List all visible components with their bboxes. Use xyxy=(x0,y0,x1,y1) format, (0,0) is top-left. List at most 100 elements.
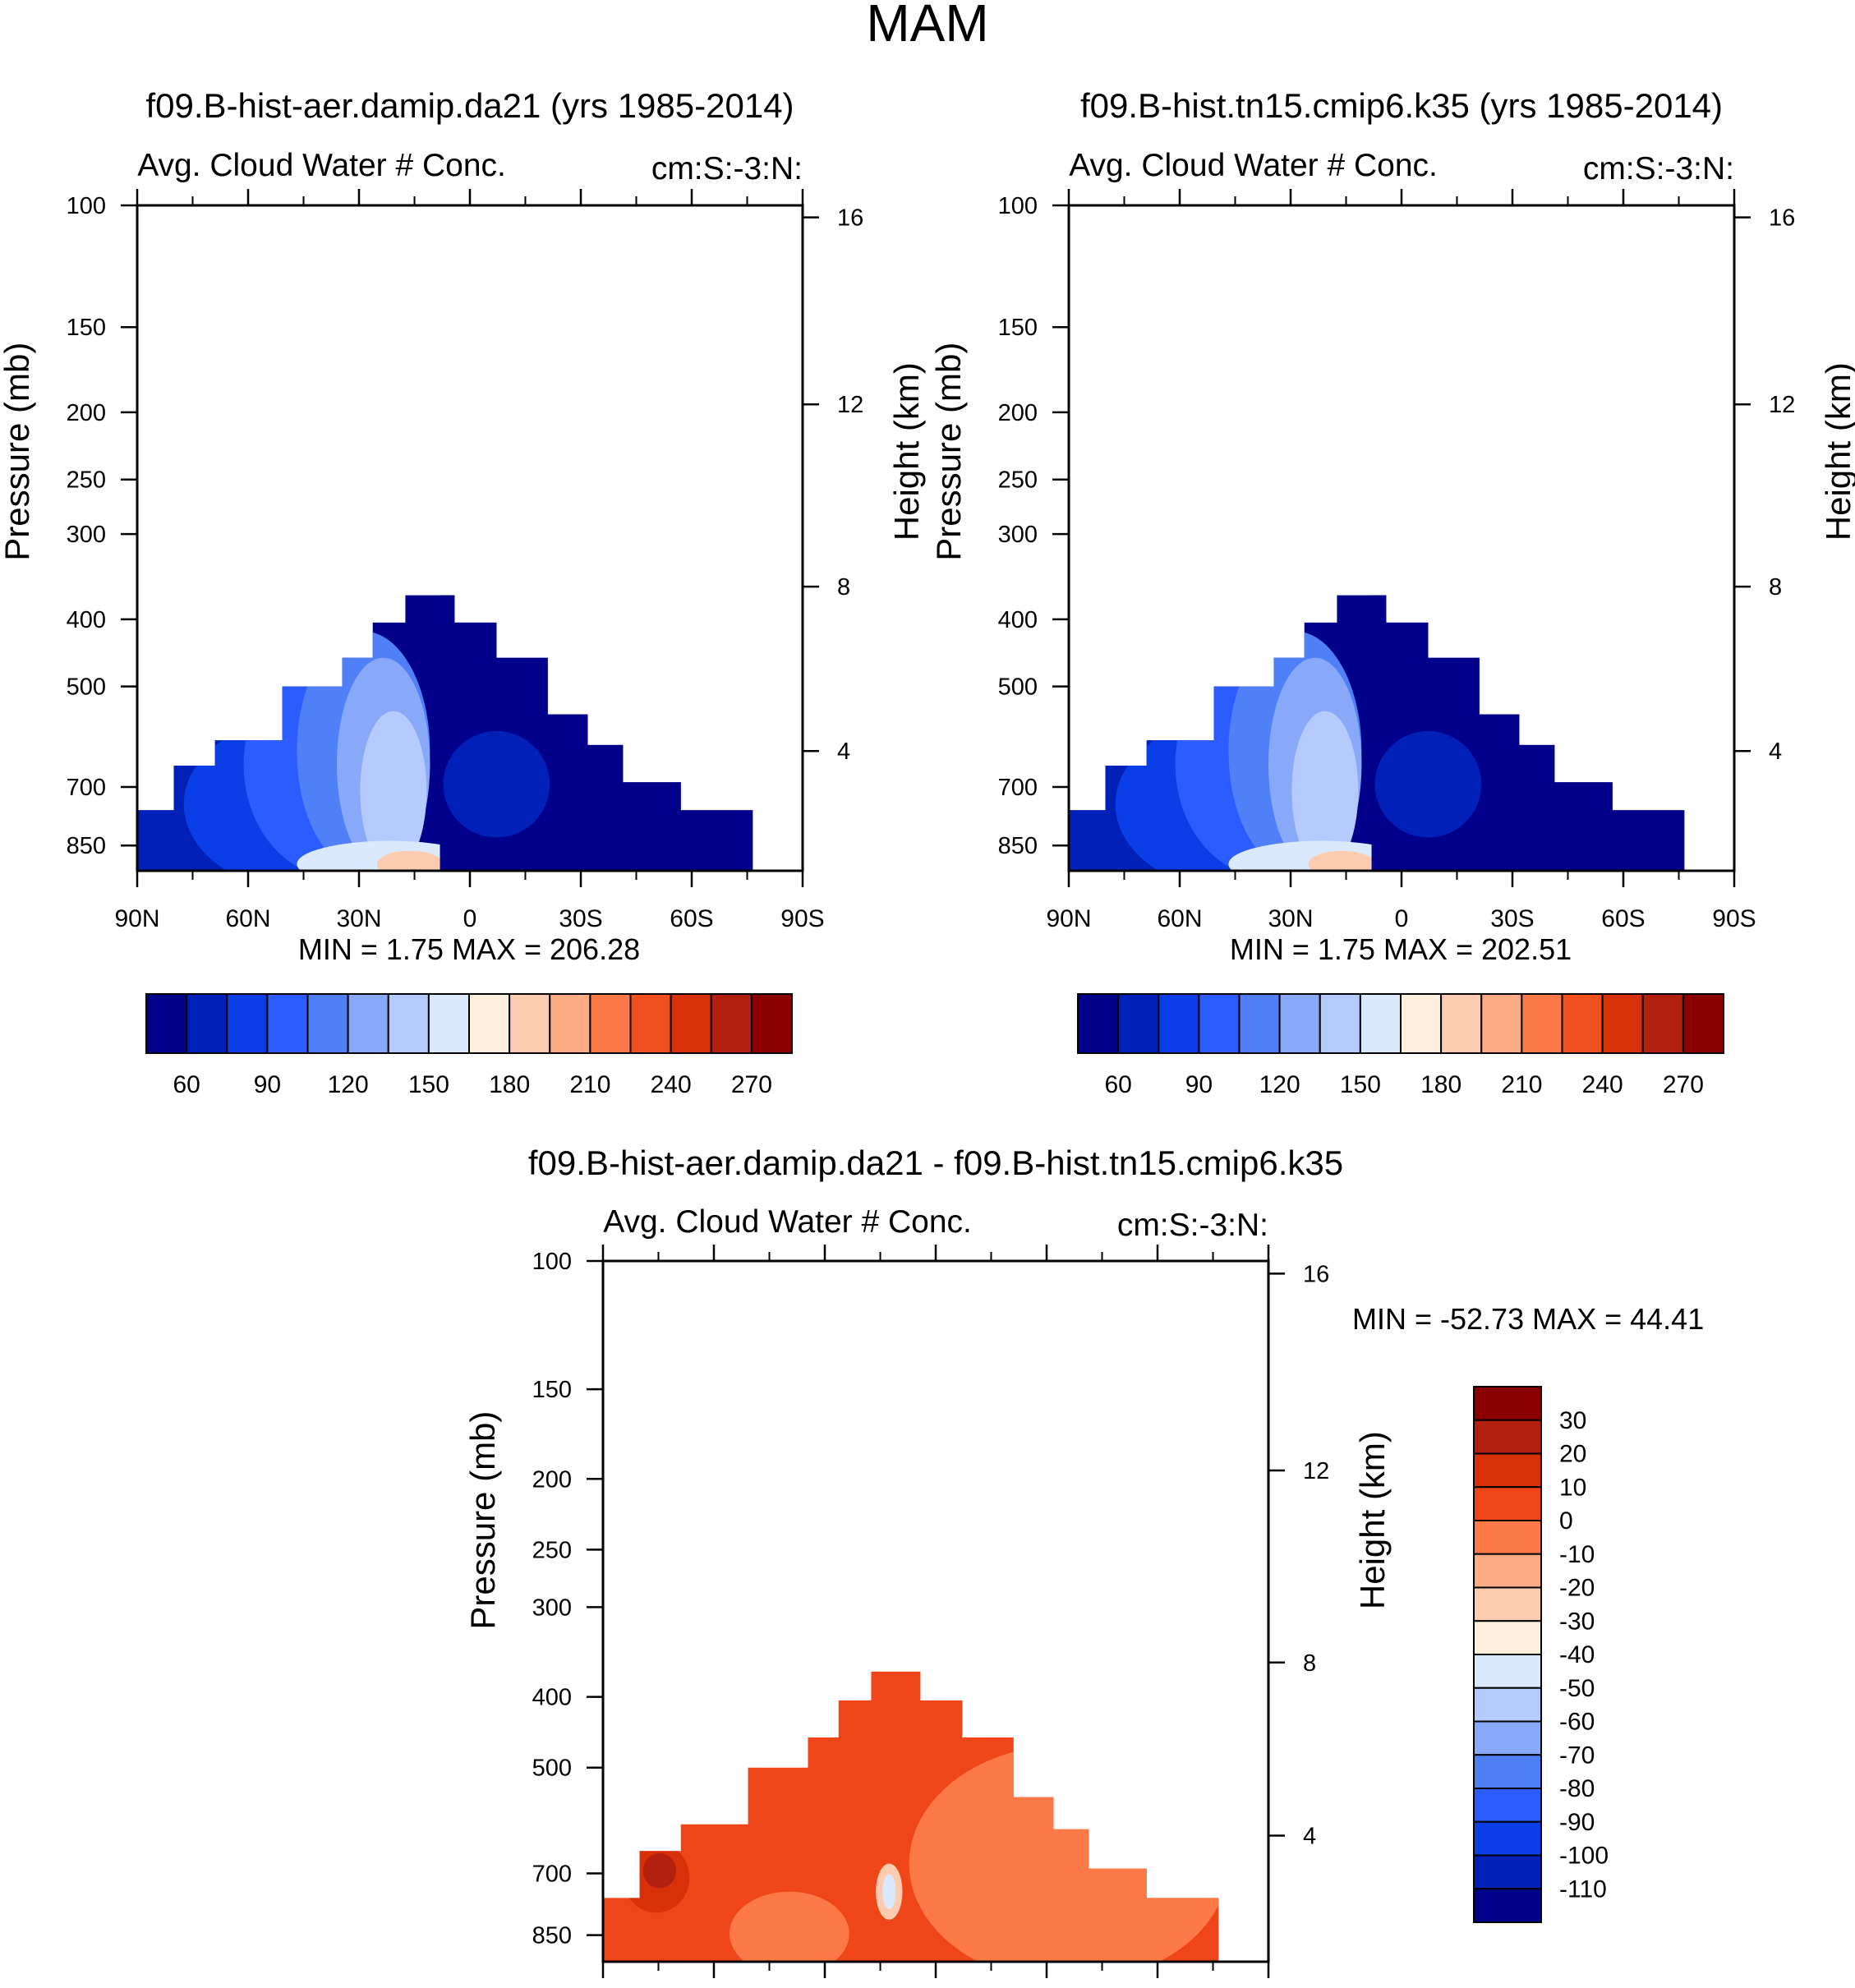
contour-level-7 xyxy=(1291,711,1359,871)
contour-level-f xyxy=(882,1874,896,1910)
y-tick-label: 700 xyxy=(67,775,106,801)
x-tick-label: 30S xyxy=(559,905,602,932)
colorbar-label: 60 xyxy=(173,1071,200,1098)
colorbar-label: -20 xyxy=(1559,1575,1595,1602)
colorbar-box xyxy=(1473,1854,1542,1890)
colorbar-label: 270 xyxy=(731,1071,772,1098)
y-tick-label: 850 xyxy=(998,833,1038,859)
y-tick-label: 150 xyxy=(998,315,1038,341)
y-tick-label: 250 xyxy=(532,1537,572,1563)
y-tick-label: 100 xyxy=(998,193,1038,219)
colorbar-box xyxy=(1480,993,1523,1054)
colorbar-label: -70 xyxy=(1559,1742,1595,1769)
colorbar-label: 240 xyxy=(1582,1071,1623,1098)
colorbar-box xyxy=(1473,1687,1542,1723)
colorbar-box xyxy=(1473,1788,1542,1823)
colorbar-label: 10 xyxy=(1559,1474,1586,1501)
colorbar-box xyxy=(509,993,551,1054)
colorbar-box xyxy=(186,993,228,1054)
y-tick-label: 400 xyxy=(532,1685,572,1711)
y-tick-label: 300 xyxy=(998,522,1038,548)
left-subtitle: Avg. Cloud Water # Conc. xyxy=(603,1204,972,1240)
colorbar-box xyxy=(589,993,632,1054)
colorbar-box xyxy=(1473,1452,1542,1489)
panel-title: f09.B-hist.tn15.cmip6.k35 (yrs 1985-2014… xyxy=(1080,86,1723,125)
left-subtitle: Avg. Cloud Water # Conc. xyxy=(1069,148,1438,183)
colorbar-label: -40 xyxy=(1559,1641,1595,1668)
x-tick-label: 90S xyxy=(780,905,824,932)
colorbar-label: 120 xyxy=(1259,1071,1300,1098)
contour-level-2-south xyxy=(1374,730,1482,838)
colorbar-box xyxy=(266,993,309,1054)
right-subtitle: cm:S:-3:N: xyxy=(651,151,803,186)
colorbar-box xyxy=(1561,993,1604,1054)
colorbar-label: -80 xyxy=(1559,1775,1595,1802)
colorbar-label: -60 xyxy=(1559,1709,1595,1736)
colorbar-label: -90 xyxy=(1559,1809,1595,1836)
x-tick-label: 60S xyxy=(1601,905,1645,932)
colorbar-label: -10 xyxy=(1559,1541,1595,1568)
panel-title: f09.B-hist-aer.damip.da21 - f09.B-hist.t… xyxy=(528,1144,1343,1182)
contour-level-d xyxy=(642,1852,677,1889)
y2-tick-label: 8 xyxy=(1769,574,1782,601)
y2-tick-label: 12 xyxy=(1303,1458,1329,1484)
y-tick-label: 200 xyxy=(998,400,1038,426)
colorbar-label: 180 xyxy=(489,1071,530,1098)
min-max-stats: MIN = 1.75 MAX = 206.28 xyxy=(298,932,640,966)
contour-level-9 xyxy=(376,850,444,871)
x-tick-label: 90N xyxy=(1046,905,1091,932)
x-tick-label: 60S xyxy=(670,905,713,932)
colorbar-box xyxy=(1198,993,1241,1054)
min-max-stats: MIN = -52.73 MAX = 44.41 xyxy=(1352,1302,1704,1336)
colorbar-box xyxy=(1117,993,1160,1054)
colorbar-label: 150 xyxy=(1340,1071,1381,1098)
colorbar-box xyxy=(427,993,470,1054)
colorbar-box xyxy=(1473,1586,1542,1622)
y-tick-label: 250 xyxy=(67,467,106,494)
panel-title: f09.B-hist-aer.damip.da21 (yrs 1985-2014… xyxy=(145,86,794,125)
y-axis-label: Pressure (mb) xyxy=(0,343,36,561)
colorbar-label: -30 xyxy=(1559,1608,1595,1635)
y2-tick-label: 16 xyxy=(1303,1261,1329,1287)
colorbar-label: 210 xyxy=(1501,1071,1542,1098)
y-axis-label: Pressure (mb) xyxy=(463,1411,502,1630)
colorbar-box xyxy=(549,993,591,1054)
colorbar-label: -50 xyxy=(1559,1675,1595,1702)
x-tick-label: 30S xyxy=(1490,905,1534,932)
y2-axis-label: Height (km) xyxy=(1353,1431,1392,1609)
colorbar-label: 20 xyxy=(1559,1441,1586,1468)
colorbar-box xyxy=(1601,993,1644,1054)
colorbar-label: 240 xyxy=(651,1071,692,1098)
colorbar-box xyxy=(1682,993,1724,1054)
y-tick-label: 850 xyxy=(532,1923,572,1949)
x-tick-label: 30N xyxy=(336,905,381,932)
y-tick-label: 150 xyxy=(67,315,106,341)
y-tick-label: 400 xyxy=(998,607,1038,633)
x-tick-label: 90N xyxy=(114,905,159,932)
y-tick-label: 400 xyxy=(67,607,106,633)
colorbar-label: 90 xyxy=(254,1071,281,1098)
colorbar-label: 270 xyxy=(1663,1071,1704,1098)
y-tick-label: 200 xyxy=(67,400,106,426)
contour-level-b-low xyxy=(729,1891,849,1962)
y-tick-label: 500 xyxy=(532,1756,572,1782)
colorbar-label: 60 xyxy=(1104,1071,1131,1098)
colorbar-box xyxy=(347,993,389,1054)
colorbar-label: 0 xyxy=(1559,1507,1573,1535)
contour-level-2-south xyxy=(443,730,550,838)
x-tick-label: 0 xyxy=(1395,905,1409,932)
colorbar-box xyxy=(306,993,349,1054)
colorbar-box xyxy=(1473,1520,1542,1555)
colorbar-box xyxy=(629,993,672,1054)
y2-axis-label: Height (km) xyxy=(887,362,926,541)
colorbar-box xyxy=(1473,1820,1542,1857)
colorbar-box xyxy=(1440,993,1483,1054)
colorbar-box xyxy=(1319,993,1361,1054)
y-tick-label: 300 xyxy=(532,1595,572,1621)
y-tick-label: 250 xyxy=(998,467,1038,494)
panels-layer: f09.B-hist-aer.damip.da21 (yrs 1985-2014… xyxy=(0,86,1855,1978)
contour-level-9 xyxy=(1308,850,1375,871)
x-tick-label: 90S xyxy=(1712,905,1756,932)
y-tick-label: 200 xyxy=(532,1466,572,1493)
